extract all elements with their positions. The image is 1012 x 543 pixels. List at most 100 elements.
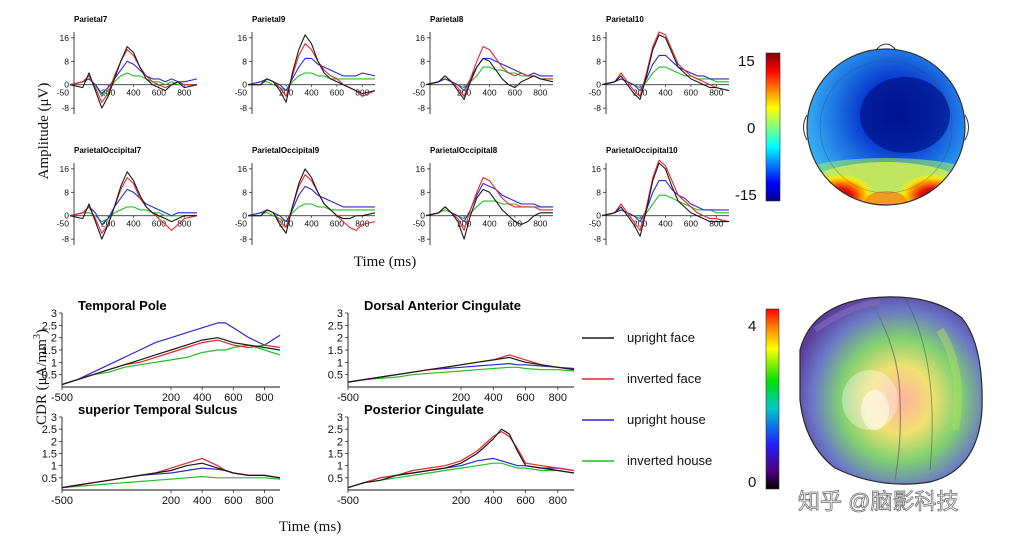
cdr-panel-4: Posterior Cingulate 0.511.522.53 -500 200 40… — [328, 402, 575, 507]
y-tick-label: 0.5 — [328, 370, 343, 382]
series-line-inverted-face — [601, 159, 730, 231]
series-line-upright-face — [69, 171, 197, 240]
x-tick-label: 800 — [709, 219, 723, 229]
x-start-label: -50 — [589, 88, 602, 98]
x-tick-label: 400 — [304, 88, 318, 98]
x-tick-label: 600 — [516, 392, 534, 404]
x-tick-label: -500 — [51, 495, 73, 507]
y-tick-label: 0 — [596, 80, 601, 90]
x-tick-label: 800 — [355, 219, 369, 229]
x-tick-label: 800 — [255, 495, 273, 507]
y-tick-label: 16 — [416, 33, 426, 43]
series-line-inverted-house — [61, 476, 281, 489]
colorbar-bottom — [765, 308, 780, 490]
y-tick-label: 8 — [420, 56, 425, 66]
cdr-panel-1: Temporal Pole 0.511.522.53 -500 200 400 600 80… — [42, 298, 281, 404]
x-start-label: -50 — [589, 219, 602, 229]
watermark: 知乎 @脑影科技 — [798, 489, 958, 514]
y-tick-label: 3 — [51, 308, 57, 320]
erp-panel-title: Parietal8 — [430, 15, 464, 24]
legend-label: inverted house — [627, 453, 712, 468]
y-tick-label: 1 — [51, 461, 57, 473]
series-line-inverted-face — [347, 431, 575, 489]
y-tick-label: -8 — [417, 103, 425, 113]
series-line-upright-face — [425, 57, 554, 100]
y-tick-label: 1 — [51, 357, 57, 369]
x-tick-label: 600 — [152, 219, 166, 229]
x-tick-label: -500 — [337, 392, 359, 404]
x-tick-label: 400 — [658, 219, 672, 229]
colorbar-top — [765, 52, 781, 202]
erp-x-axis-label: Time (ms) — [354, 254, 416, 270]
cdr-panel-3: superior Temporal Sulcus 0.511.522.53 -500… — [42, 402, 281, 507]
erp-panel-7: ParietalOccipital8 -8 0 8 16 200 400 600 800 -50 — [413, 146, 553, 245]
y-tick-label: 1.5 — [42, 345, 57, 357]
x-tick-label: 600 — [152, 88, 166, 98]
erp-panel-6: ParietalOccipital9 -8 0 8 16 200 400 600 800 -50 — [235, 146, 376, 245]
x-tick-label: 600 — [330, 219, 344, 229]
y-tick-label: 3 — [51, 412, 57, 424]
y-tick-label: 0.5 — [42, 370, 57, 382]
y-tick-label: 0.5 — [328, 473, 343, 485]
legend-label: upright face — [627, 330, 695, 345]
erp-panel-title: Parietal7 — [74, 15, 108, 24]
y-tick-label: 8 — [242, 56, 247, 66]
series-line-upright-face — [61, 337, 281, 386]
y-tick-label: 2 — [337, 333, 343, 345]
series-line-inverted-house — [247, 203, 375, 223]
y-tick-label: 8 — [64, 56, 69, 66]
series-line-upright-face — [347, 356, 575, 383]
x-start-label: -50 — [57, 219, 70, 229]
colorbar-top-min-label: -15 — [735, 187, 757, 204]
y-tick-label: 2.5 — [328, 320, 343, 332]
colorbar-top-max-label: 15 — [738, 53, 755, 70]
y-tick-label: 8 — [64, 187, 69, 197]
series-line-inverted-house — [247, 72, 375, 92]
erp-panel-title: ParietalOccipital8 — [430, 146, 498, 155]
x-tick-label: 200 — [633, 219, 647, 229]
x-tick-label: 400 — [658, 88, 672, 98]
y-tick-label: -8 — [61, 234, 69, 244]
erp-y-axis-label: Amplitude (μV) — [36, 83, 52, 180]
legend-item-inverted-house: inverted house — [582, 453, 712, 468]
colorbar-top-mid-label: 0 — [747, 120, 755, 137]
y-tick-label: 0 — [242, 80, 247, 90]
y-tick-label: 2 — [51, 436, 57, 448]
y-tick-label: -8 — [593, 234, 601, 244]
x-tick-label: 200 — [279, 88, 293, 98]
x-tick-label: 800 — [177, 88, 191, 98]
series-line-inverted-house — [347, 366, 575, 383]
erp-panel-2: Parietal9 -8 0 8 16 200 400 600 800 -50 — [235, 15, 376, 114]
y-tick-label: 1 — [337, 357, 343, 369]
y-tick-label: 2 — [51, 333, 57, 345]
y-tick-label: 1 — [337, 461, 343, 473]
erp-panel-title: ParietalOccipital9 — [252, 146, 320, 155]
x-tick-label: 400 — [126, 219, 140, 229]
y-tick-label: 3 — [337, 412, 343, 424]
y-tick-label: 16 — [60, 33, 70, 43]
x-tick-label: 600 — [224, 392, 242, 404]
x-tick-label: 800 — [177, 219, 191, 229]
y-tick-label: 8 — [596, 187, 601, 197]
brain-3d-rendering — [799, 296, 983, 485]
cdr-panel-title: Dorsal Anterior Cingulate — [364, 298, 521, 313]
legend-item-inverted-face: inverted face — [582, 371, 701, 386]
cdr-y-label-sup: 3 — [32, 334, 43, 339]
legend-item-upright-house: upright house — [582, 412, 706, 427]
x-tick-label: 200 — [633, 88, 647, 98]
y-tick-label: 8 — [242, 187, 247, 197]
series-line-inverted-house — [347, 462, 575, 489]
y-tick-label: 0 — [420, 211, 425, 221]
x-tick-label: 800 — [549, 392, 567, 404]
y-tick-label: 16 — [238, 164, 248, 174]
x-tick-label: 200 — [452, 495, 470, 507]
colorbar-bottom-max-label: 4 — [748, 318, 756, 335]
y-tick-label: 0 — [64, 80, 69, 90]
x-tick-label: 600 — [508, 219, 522, 229]
x-tick-label: 600 — [330, 88, 344, 98]
cdr-panel-title: superior Temporal Sulcus — [78, 402, 237, 417]
